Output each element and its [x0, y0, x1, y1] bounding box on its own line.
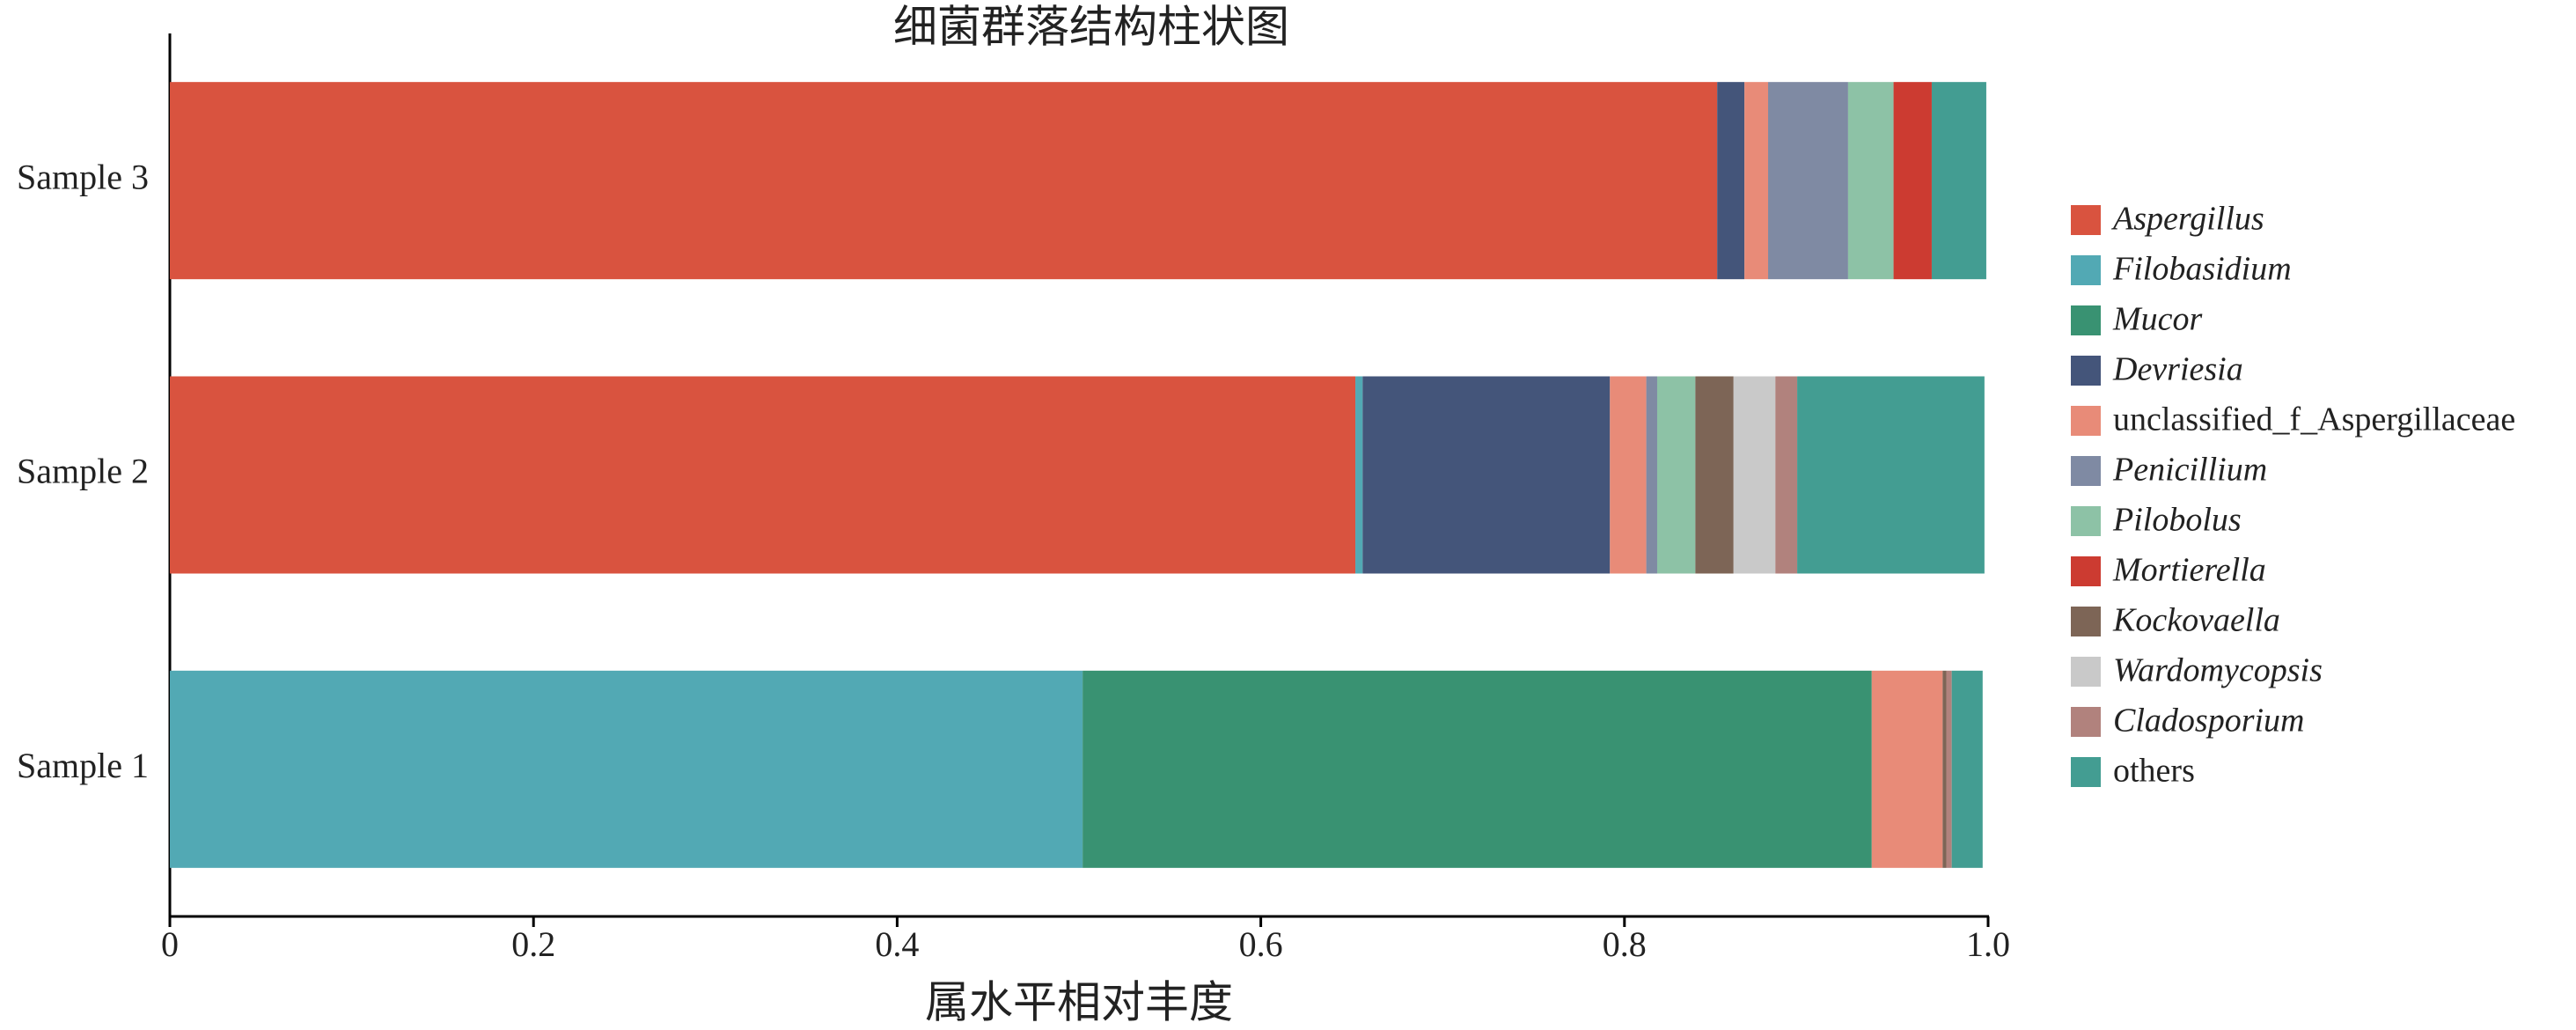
legend-label: Filobasidium: [2112, 251, 2292, 288]
legend-swatch: [2071, 657, 2101, 687]
bar-segment: [1942, 670, 1947, 868]
legend-label: Devriesia: [2112, 351, 2243, 388]
bar-segment: [1951, 670, 1983, 868]
bar-segment: [1646, 376, 1657, 574]
legend-label: Penicillium: [2112, 452, 2267, 489]
bar-segment: [1355, 376, 1363, 574]
x-tick-label: 0.6: [1239, 924, 1283, 964]
legend-label: Kockovaella: [2112, 602, 2280, 639]
legend-swatch: [2071, 607, 2101, 636]
bar-segment: [170, 376, 1356, 574]
x-tick-label: 0.2: [511, 924, 555, 964]
legend-swatch: [2071, 255, 2101, 285]
bar-segment: [1695, 376, 1734, 574]
legend-label: others: [2113, 753, 2195, 790]
legend-swatch: [2071, 556, 2101, 586]
legend-label: Mortierella: [2112, 552, 2266, 589]
chart-title: 细菌群落结构柱状图: [893, 2, 1289, 51]
bar-segment: [1847, 82, 1894, 280]
bar-segment: [1797, 376, 1985, 574]
legend-swatch: [2071, 305, 2101, 335]
bar-segment: [1744, 82, 1769, 280]
legend-swatch: [2071, 506, 2101, 536]
x-tick-label: 0.4: [875, 924, 919, 964]
legend-swatch: [2071, 707, 2101, 737]
legend-swatch: [2071, 205, 2101, 235]
y-tick-label: Sample 3: [17, 157, 149, 196]
bar-segment: [1610, 376, 1647, 574]
x-tick-label: 1.0: [1966, 924, 2010, 964]
y-tick-label: Sample 1: [17, 746, 149, 785]
legend-label: Cladosporium: [2113, 703, 2304, 739]
bar-segment: [1656, 376, 1696, 574]
legend-label: Wardomycopsis: [2113, 652, 2323, 689]
bar-segment: [1946, 670, 1952, 868]
bar-segment: [1871, 670, 1943, 868]
legend-swatch: [2071, 406, 2101, 436]
legend-label: unclassified_f_Aspergillaceae: [2113, 401, 2515, 438]
bar-segment: [1931, 82, 1986, 280]
bar-segment: [1775, 376, 1798, 574]
bar-segment: [1893, 82, 1932, 280]
bar-segment: [1733, 376, 1776, 574]
legend-label: Pilobolus: [2112, 502, 2242, 539]
bar-segment: [1717, 82, 1745, 280]
x-tick-label: 0.8: [1603, 924, 1647, 964]
legend-label: Aspergillus: [2110, 201, 2264, 238]
x-axis-label: 属水平相对丰度: [925, 977, 1233, 1026]
legend-swatch: [2071, 356, 2101, 386]
bar-segment: [170, 82, 1718, 280]
bar-segment: [1083, 670, 1872, 868]
legend-swatch: [2071, 456, 2101, 486]
bar-segment: [1768, 82, 1848, 280]
bar-segment: [1362, 376, 1611, 574]
x-tick-label: 0: [161, 924, 179, 964]
bar-segment: [170, 670, 1083, 868]
legend-swatch: [2071, 757, 2101, 787]
legend-label: Mucor: [2112, 301, 2203, 338]
y-tick-label: Sample 2: [17, 452, 149, 491]
